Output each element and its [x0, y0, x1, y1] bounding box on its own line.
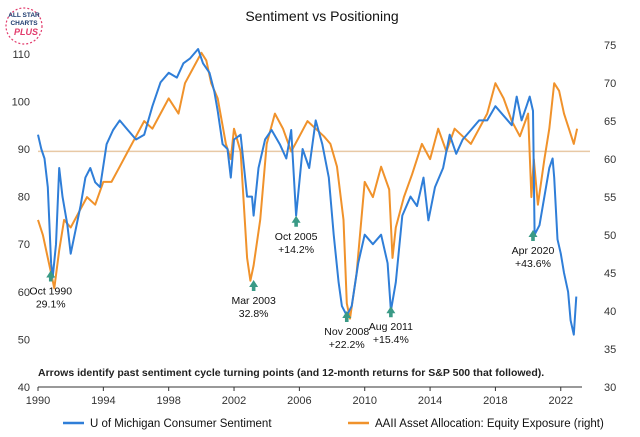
turning-point-arrow	[46, 270, 56, 282]
y-right-tick-label: 35	[604, 344, 616, 356]
annotation-return: +43.6%	[515, 258, 551, 270]
annotation-date: Mar 2003	[231, 295, 276, 307]
y-left-tick-label: 110	[12, 49, 30, 61]
x-tick-label: 2010	[352, 395, 376, 407]
series-line-aaii	[37, 51, 579, 320]
annotation-date: Oct 2005	[275, 231, 318, 243]
turning-point-arrow	[528, 230, 538, 242]
logo-line1: ALL STAR	[8, 12, 40, 19]
y-right-tick-label: 50	[604, 230, 616, 242]
y-right-tick-label: 70	[604, 78, 616, 90]
series-line-michigan	[37, 48, 578, 336]
y-right-tick-label: 40	[604, 306, 616, 318]
logo-line2: CHARTS	[10, 20, 38, 27]
turning-point-arrow	[291, 215, 301, 227]
y-right-tick-label: 55	[604, 192, 616, 204]
chart-note: Arrows identify past sentiment cycle tur…	[38, 367, 544, 379]
axes: 110 100 90 80 70 60 50 40 75 70 65 60 55 50 45 40 35 30 19…	[12, 40, 617, 407]
brand-logo: ALL STAR CHARTS PLUS	[4, 4, 66, 50]
annotation-return: 29.1%	[36, 299, 66, 311]
x-tick-label: 1998	[156, 395, 180, 407]
legend-label: AAII Asset Allocation: Equity Exposure (…	[375, 418, 604, 430]
y-right-tick-label: 75	[604, 40, 616, 52]
y-left-tick-label: 60	[18, 287, 30, 299]
y-right-tick-label: 45	[604, 268, 616, 280]
logo-graphic: ALL STAR CHARTS PLUS	[5, 7, 43, 45]
y-left-tick-label: 100	[12, 96, 30, 108]
annotation-date: Nov 2008	[324, 326, 369, 338]
y-left-tick-label: 40	[18, 382, 30, 394]
annotation-date: Oct 1990	[29, 286, 72, 298]
series-layer	[37, 48, 579, 336]
annotation-return: +22.2%	[329, 339, 365, 351]
x-tick-label: 1994	[91, 395, 115, 407]
turning-point-arrow	[342, 310, 352, 322]
x-tick-label: 2002	[222, 395, 246, 407]
x-tick-label: 2018	[483, 395, 507, 407]
annotation-return: +14.2%	[278, 244, 314, 256]
annotation-return: +15.4%	[373, 334, 409, 346]
y-left-tick-label: 80	[18, 192, 30, 204]
annotation-date: Apr 2020	[512, 245, 555, 257]
legend-label: U of Michigan Consumer Sentiment	[90, 418, 272, 430]
legend: U of Michigan Consumer Sentiment AAII Ass…	[63, 418, 604, 430]
x-tick-label: 2022	[549, 395, 573, 407]
turning-point-arrow	[249, 280, 259, 292]
logo-ring	[5, 7, 43, 45]
x-tick-label: 2014	[418, 395, 442, 407]
turning-point-arrow	[386, 306, 396, 318]
annotation-date: Aug 2011	[369, 321, 413, 333]
y-right-tick-label: 60	[604, 154, 616, 166]
y-left-tick-label: 50	[18, 334, 30, 346]
y-left-tick-label: 90	[18, 144, 30, 156]
chart-title: Sentiment vs Positioning	[245, 8, 398, 24]
logo-line3: PLUS	[14, 27, 38, 37]
annotation-return: 32.8%	[239, 308, 269, 320]
x-tick-label: 2006	[287, 395, 311, 407]
y-left-tick-label: 70	[18, 239, 30, 251]
y-right-tick-label: 30	[604, 382, 616, 394]
x-tick-label: 1990	[26, 395, 50, 407]
y-right-tick-label: 65	[604, 116, 616, 128]
